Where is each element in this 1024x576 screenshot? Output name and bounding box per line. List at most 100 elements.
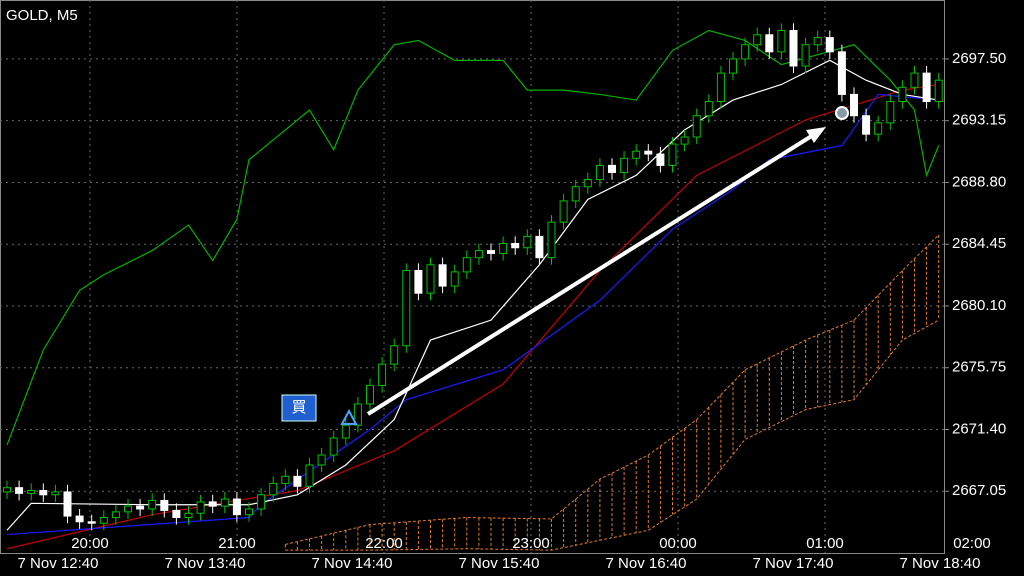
candle-body <box>329 437 338 456</box>
y-tick-label: 2671.40 <box>952 420 1006 437</box>
candle-body <box>184 512 193 519</box>
candle-body <box>886 101 895 124</box>
candle-body <box>692 115 701 138</box>
candle-body <box>293 475 302 487</box>
y-tick-label: 2684.45 <box>952 235 1006 252</box>
candle-body <box>656 153 665 166</box>
candle-body <box>27 490 36 494</box>
candle-body <box>136 505 145 510</box>
indicator-line <box>6 29 940 446</box>
candle-body <box>874 122 883 135</box>
candle-body <box>801 44 810 67</box>
candle-body <box>15 487 24 494</box>
candle-body <box>366 384 374 405</box>
candle-body <box>765 34 774 53</box>
exit-marker <box>835 106 849 120</box>
candle-body <box>862 115 871 135</box>
time-label-lower: 7 Nov 18:40 <box>900 555 981 572</box>
candle-body <box>837 51 846 95</box>
candle-body <box>51 491 60 496</box>
candle-body <box>729 58 737 74</box>
candle-body <box>402 269 411 347</box>
candle-body <box>317 454 326 466</box>
buy-badge[interactable] <box>281 394 317 422</box>
candle-body <box>450 271 459 287</box>
buy-triangle <box>340 408 358 425</box>
time-label-upper: 01:00 <box>806 535 844 552</box>
candle-body <box>341 424 350 439</box>
time-label-upper: 00:00 <box>659 535 697 552</box>
candle-body <box>898 86 907 103</box>
candle-body <box>583 179 592 188</box>
candle-body <box>680 136 689 145</box>
y-tick-label: 2693.15 <box>952 112 1006 129</box>
candle-body <box>716 72 725 103</box>
time-label-lower: 7 Nov 12:40 <box>18 555 99 572</box>
candle-body <box>789 30 798 67</box>
candle-body <box>208 501 217 507</box>
candle-body <box>741 44 750 60</box>
candle-body <box>124 505 132 513</box>
time-label-lower: 7 Nov 14:40 <box>312 555 393 572</box>
candle-body <box>644 150 653 155</box>
candle-body <box>462 257 471 273</box>
candle-body <box>63 491 72 517</box>
y-tick-label: 2688.80 <box>952 173 1006 190</box>
candle-body <box>220 498 229 507</box>
candle-body <box>281 475 290 484</box>
candle-body <box>668 143 677 166</box>
candle-body <box>474 250 483 259</box>
candle-body <box>608 164 616 174</box>
time-label-upper: 21:00 <box>218 535 256 552</box>
candle-body <box>595 164 604 181</box>
time-label-lower: 7 Nov 13:40 <box>165 555 246 572</box>
candle-body <box>378 363 387 386</box>
candle-body <box>269 482 278 496</box>
candle-body <box>813 37 822 46</box>
chart-title: GOLD, M5 <box>6 7 78 24</box>
time-label-upper: 23:00 <box>512 535 550 552</box>
time-label-lower: 7 Nov 15:40 <box>459 555 540 572</box>
candle-body <box>99 517 108 524</box>
candle-body <box>753 34 762 46</box>
y-tick-label: 2675.75 <box>952 359 1006 376</box>
candle-body <box>487 250 495 254</box>
candle-body <box>414 269 423 294</box>
candle-body <box>499 242 508 254</box>
y-tick-label: 2697.50 <box>952 50 1006 67</box>
candle-body <box>547 221 556 259</box>
candle-body <box>511 242 520 249</box>
candle-body <box>620 157 629 174</box>
trend-arrow <box>366 130 820 416</box>
y-tick-label: 2667.05 <box>952 482 1006 499</box>
candle-body <box>160 499 169 511</box>
candle-body <box>353 403 362 426</box>
time-label-lower: 7 Nov 17:40 <box>753 555 834 572</box>
candle-body <box>632 150 641 159</box>
candle-body <box>232 498 241 516</box>
candle-body <box>196 501 205 514</box>
candle-body <box>850 93 858 117</box>
plot-frame <box>0 0 945 554</box>
candle-body <box>148 499 157 510</box>
candle-body <box>75 515 84 523</box>
candle-body <box>245 508 253 516</box>
candle-body <box>559 200 568 223</box>
arrow-head <box>806 127 826 143</box>
time-label-lower: 7 Nov 16:40 <box>606 555 687 572</box>
candle-body <box>438 264 447 287</box>
cloud-edge <box>285 319 939 551</box>
candle-body <box>257 494 266 510</box>
candle-body <box>922 72 931 103</box>
time-label-upper: 02:00 <box>953 535 991 552</box>
candle-body <box>39 490 48 496</box>
cloud-edge <box>285 234 940 545</box>
buy-badge-label: 買 <box>291 399 306 416</box>
candle-body <box>305 464 314 487</box>
candle-body <box>934 79 943 103</box>
candle-body <box>825 37 834 53</box>
time-label-upper: 22:00 <box>365 535 403 552</box>
candle-body <box>426 264 435 294</box>
